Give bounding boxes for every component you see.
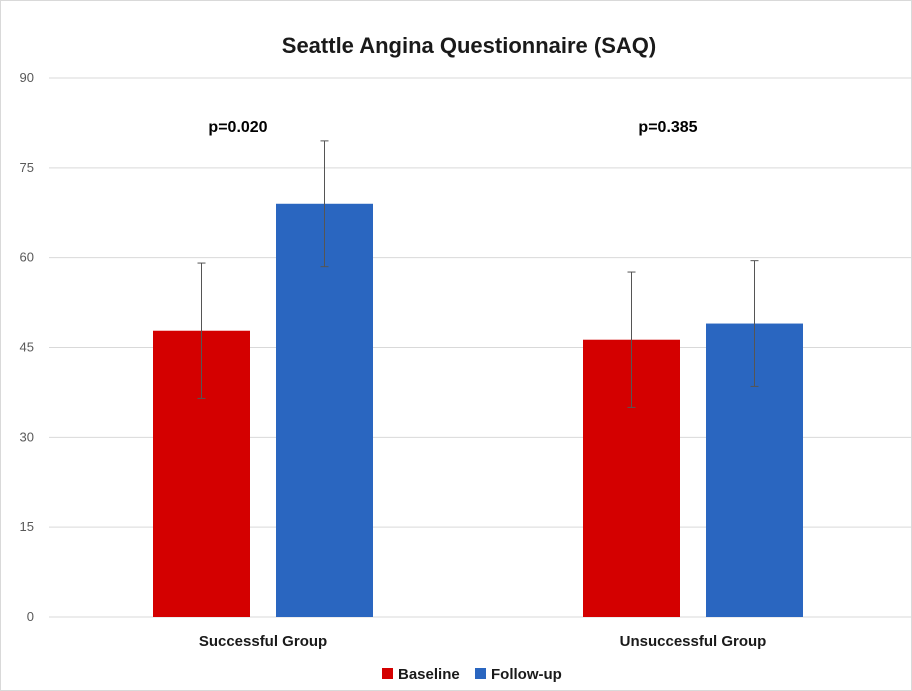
y-tick-label: 30 bbox=[20, 429, 34, 444]
bar-follow-up bbox=[276, 203, 373, 617]
error-bars bbox=[197, 140, 759, 408]
y-tick-label: 60 bbox=[20, 250, 34, 265]
legend: Baseline Follow-up bbox=[382, 666, 562, 683]
y-tick-label: 15 bbox=[20, 519, 34, 534]
category-label: Successful Group bbox=[199, 633, 327, 650]
p-value-annotations: p=0.020 p=0.385 bbox=[208, 119, 697, 136]
p-value-annotation: p=0.020 bbox=[208, 119, 267, 136]
legend-label: Baseline bbox=[398, 666, 460, 683]
bars bbox=[153, 203, 803, 617]
y-tick-label: 75 bbox=[20, 160, 34, 175]
y-tick-label: 45 bbox=[20, 340, 34, 355]
chart-title: Seattle Angina Questionnaire (SAQ) bbox=[282, 33, 656, 58]
y-axis-ticks: 0 15 30 45 60 75 90 bbox=[20, 70, 34, 624]
category-label: Unsuccessful Group bbox=[620, 633, 767, 650]
legend-label: Follow-up bbox=[491, 666, 562, 683]
legend-swatch bbox=[475, 668, 486, 679]
legend-swatch bbox=[382, 668, 393, 679]
x-axis-categories: Successful Group Unsuccessful Group bbox=[199, 633, 767, 650]
p-value-annotation: p=0.385 bbox=[638, 119, 697, 136]
y-tick-label: 90 bbox=[20, 70, 34, 85]
y-tick-label: 0 bbox=[27, 609, 34, 624]
